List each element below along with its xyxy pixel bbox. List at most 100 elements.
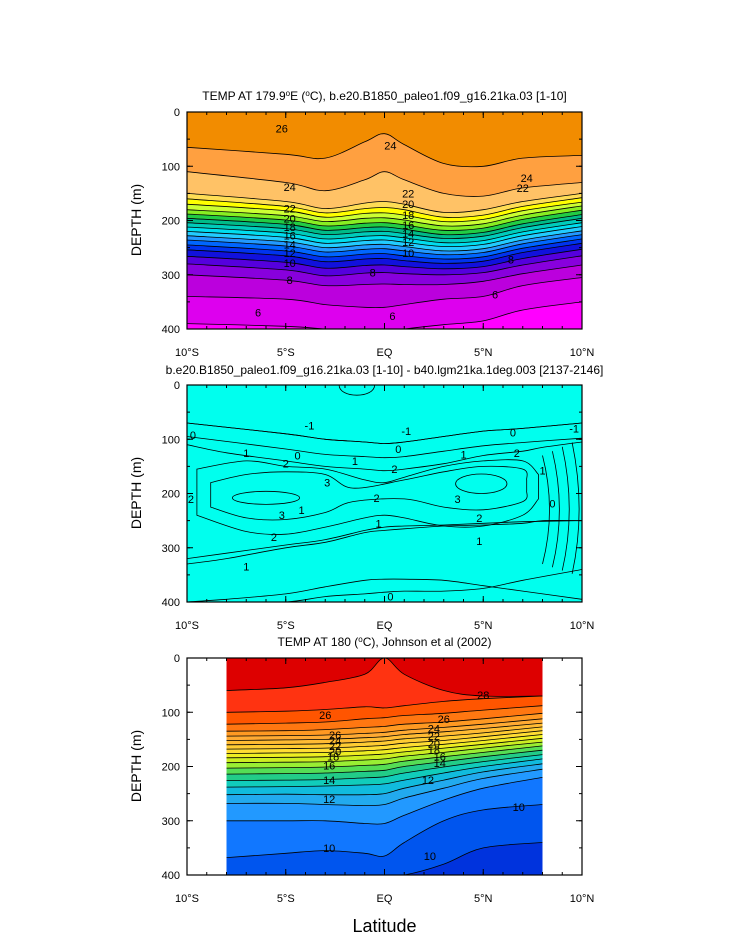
- contour-label: 28: [477, 690, 489, 702]
- contour-label: 20: [284, 213, 296, 225]
- isotherm-12: [187, 234, 582, 256]
- contour-label: 20: [428, 739, 440, 751]
- isotherm-11: [226, 777, 543, 825]
- isotherm-12: [226, 768, 543, 807]
- x-tick-label: 10°S: [175, 620, 199, 632]
- panel-1: TEMP AT 179.9oE (oC), b.e20.B1850_paleo1…: [128, 89, 595, 359]
- contour-label: 6: [492, 289, 498, 301]
- x-tick-label: 10°S: [175, 893, 199, 905]
- isotherm-17: [187, 214, 582, 236]
- level-fill-6: [187, 277, 582, 329]
- level-fill-9: [226, 842, 543, 875]
- contour-label: 18: [402, 210, 414, 222]
- contour-label: 16: [284, 231, 296, 243]
- panel-1-axes: 10°S 5°S EQ 5°N 10°N 0 100 200 300 400: [162, 107, 595, 359]
- band-0: [187, 422, 582, 459]
- panel-3-contours: [226, 658, 543, 875]
- isotherm-27: [226, 695, 543, 713]
- contour-label: 18: [327, 752, 339, 764]
- isotherm-16: [187, 217, 582, 239]
- contour-label: 26: [319, 710, 331, 722]
- contour-label: 26: [438, 714, 450, 726]
- panel-2-contours: [187, 385, 582, 602]
- contour-label: 1: [243, 562, 249, 574]
- isotherm-15: [187, 222, 582, 244]
- contour-label: 14: [284, 239, 296, 251]
- isotherm-26: [187, 133, 582, 168]
- contour-label: 24: [329, 735, 341, 747]
- y-tick-label: 100: [162, 161, 180, 173]
- contour-label: 2: [391, 464, 397, 476]
- isotherm-22: [187, 193, 582, 214]
- contour-label: 1: [352, 456, 358, 468]
- panel-2: b.e20.B1850_paleo1.f09_g16.21ka.03 [1-10…: [128, 363, 603, 632]
- panel-3-axes: 10°S 5°S EQ 5°N 10°N 0 100 200 300 400: [162, 653, 595, 905]
- y-tick-label: 100: [162, 707, 180, 719]
- contour-label: 1: [298, 505, 304, 517]
- contour-label: 14: [434, 758, 446, 770]
- band-2: [196, 459, 539, 535]
- contour-label: 8: [370, 268, 376, 280]
- contour-label: -1: [401, 426, 411, 438]
- contour-label: 6: [389, 311, 395, 323]
- contour-label: 16: [434, 752, 446, 764]
- isotherm-18: [187, 209, 582, 231]
- isotherm-5: [187, 301, 582, 329]
- isotherm-20: [226, 734, 543, 754]
- contour-label: 6: [255, 308, 261, 320]
- isotherm-14: [226, 758, 543, 788]
- contour-label: 12: [284, 248, 296, 260]
- x-tick-label: 5°N: [474, 620, 493, 632]
- contour-label: 24: [521, 173, 533, 185]
- isotherm-11: [187, 238, 582, 260]
- cold-edge-contour: [542, 455, 550, 565]
- isotherm-25: [226, 712, 543, 732]
- contour-label: 10: [402, 248, 414, 260]
- contour-label: 14: [323, 775, 335, 787]
- contour-label: 1: [460, 449, 466, 461]
- contour-label: 8: [287, 275, 293, 287]
- isotherm-20: [187, 201, 582, 223]
- contour-label: 1: [243, 448, 249, 460]
- contour-label: 24: [428, 724, 440, 736]
- isotherm-22: [226, 726, 543, 746]
- band-3: [210, 465, 528, 521]
- cold-edge-contour: [551, 451, 560, 568]
- panel-3-title: TEMP AT 180 (oC), Johnson et al (2002): [278, 635, 492, 649]
- y-tick-label: 400: [162, 597, 180, 609]
- contour-label: 22: [402, 188, 414, 200]
- isotherm-16: [226, 749, 543, 775]
- isotherm-10: [187, 242, 582, 264]
- x-tick-label: EQ: [377, 347, 393, 359]
- x-tick-label: 5°N: [474, 893, 493, 905]
- y-tick-label: 100: [162, 434, 180, 446]
- contour-label: 22: [517, 183, 529, 195]
- isotherm-18: [226, 741, 543, 764]
- band-1: [187, 441, 582, 565]
- isotherm-13: [187, 230, 582, 252]
- isotherm-14: [187, 226, 582, 247]
- contour-label: 24: [284, 182, 296, 194]
- cold-edge-contour: [571, 442, 580, 574]
- y-tick-label: 300: [162, 270, 180, 282]
- panel-1-title: TEMP AT 179.9oE (oC), b.e20.B1850_paleo1…: [202, 89, 567, 103]
- y-tick-label: 300: [162, 816, 180, 828]
- panel-1-ylabel: DEPTH (m): [128, 184, 144, 256]
- x-axis-label: Latitude: [352, 916, 416, 936]
- contour-label: 10: [284, 258, 296, 270]
- warm-core: [232, 490, 300, 505]
- isotherm-9: [226, 842, 543, 875]
- contour-label: 12: [402, 237, 414, 249]
- contour-label: 26: [329, 730, 341, 742]
- isotherm-26: [226, 705, 543, 725]
- panel-2-ylabel: DEPTH (m): [128, 457, 144, 529]
- contour-label: 12: [422, 775, 434, 787]
- contour-label: 0: [295, 451, 301, 463]
- panel-1-contours: [187, 112, 582, 329]
- panel-2-title: b.e20.B1850_paleo1.f09_g16.21ka.03 [1-10…: [166, 363, 604, 377]
- isotherm-7: [187, 264, 582, 287]
